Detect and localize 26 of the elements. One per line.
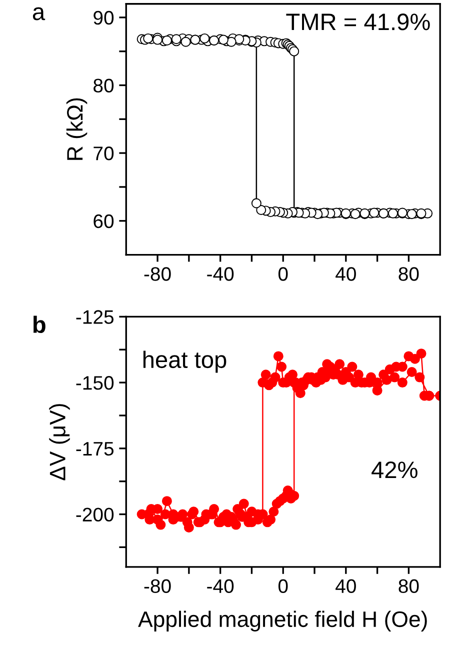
y-tick-label: -200 [76,508,114,522]
annotation: heat top [143,350,226,373]
x-tick-label: 40 [336,579,356,594]
annotation: 42% [372,461,418,478]
annotation: TMR = 41.9% [286,14,430,30]
x-tick-label: -80 [144,579,171,594]
y-tick-label: -175 [76,442,114,456]
x-tick-label: 40 [336,267,356,281]
x-tick-label: -40 [207,267,234,281]
x-tick-label: -80 [144,267,171,281]
chart-title: a [32,7,46,20]
x-tick-label: 0 [278,267,288,281]
x-tick-label: 80 [398,579,419,594]
y-axis-title: R (kΩ) [66,98,88,160]
x-axis-title: Applied magnetic field H (Oe) [138,610,427,632]
y-tick-label: 70 [94,146,114,160]
y-tick-label: 60 [94,214,114,228]
y-tick-label: 90 [94,10,114,25]
chart-title: b [34,316,46,334]
y-axis-title: ΔV (μV) [49,404,70,480]
x-tick-label: 0 [278,579,288,594]
x-tick-label: 80 [398,267,419,281]
y-tick-label: -150 [76,376,114,390]
x-tick-label: -40 [207,579,234,594]
y-tick-label: 80 [94,78,114,92]
y-tick-label: -125 [76,310,114,324]
